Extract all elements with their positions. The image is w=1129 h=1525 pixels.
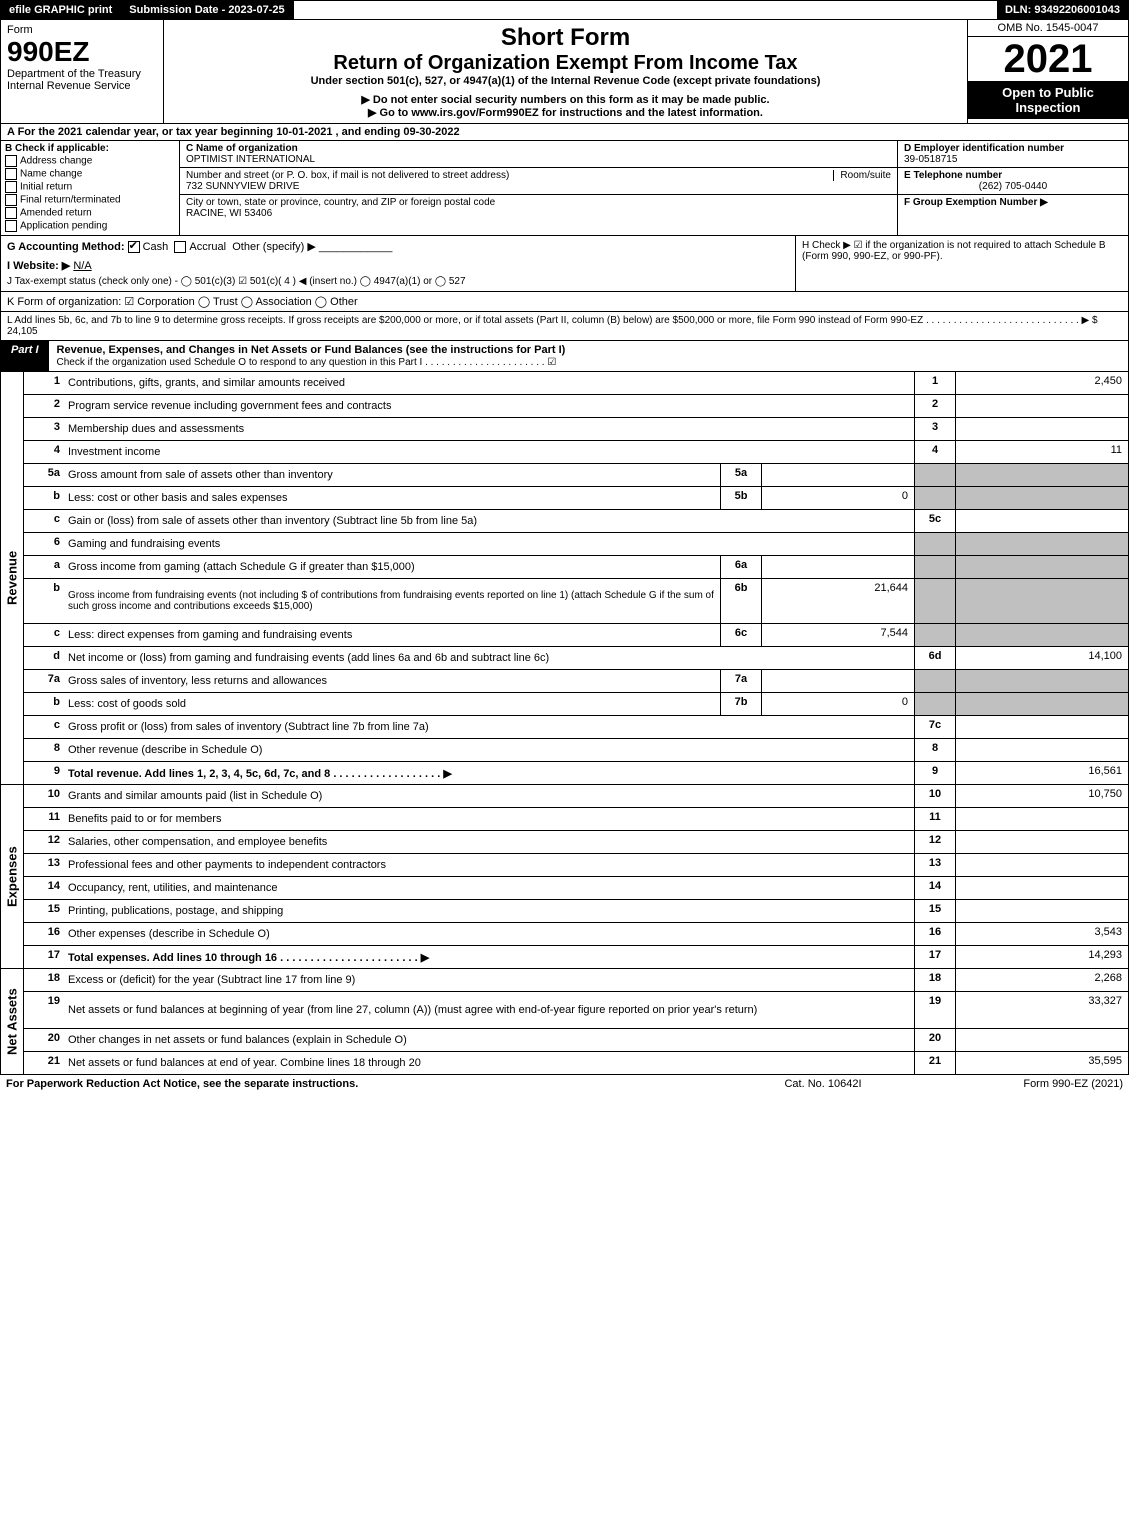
entity-block: B Check if applicable: Address change Na… [0,141,1129,236]
i-website-label: I Website: ▶ [7,260,70,272]
dln: DLN: 93492206001043 [997,1,1128,19]
revenue-lines: 1Contributions, gifts, grants, and simil… [24,372,1128,784]
cb-initial-return[interactable]: Initial return [5,181,175,193]
col-def: D Employer identification number 39-0518… [897,141,1128,235]
b-label: B Check if applicable: [5,143,175,154]
header-left: Form 990EZ Department of the Treasury In… [1,20,164,123]
line-6d: dNet income or (loss) from gaming and fu… [24,647,1128,670]
k-form-org: K Form of organization: ☑ Corporation ◯ … [0,292,1129,312]
org-name: OPTIMIST INTERNATIONAL [186,154,315,165]
open-to-public: Open to Public Inspection [968,81,1128,119]
line-20: 20Other changes in net assets or fund ba… [24,1029,1128,1052]
expenses-section: Expenses 10Grants and similar amounts pa… [0,785,1129,969]
d-ein: D Employer identification number 39-0518… [898,141,1128,168]
line-3: 3Membership dues and assessments3 [24,418,1128,441]
line-6b: bGross income from fundraising events (n… [24,579,1128,624]
dept-treasury: Department of the Treasury [7,68,157,80]
cb-application-pending[interactable]: Application pending [5,220,175,232]
line-4: 4Investment income411 [24,441,1128,464]
subtitle-3: ▶ Go to www.irs.gov/Form990EZ for instru… [172,106,959,119]
header-center: Short Form Return of Organization Exempt… [164,20,967,123]
f-group: F Group Exemption Number ▶ [898,195,1128,210]
form-number: 990EZ [7,36,157,68]
line-14: 14Occupancy, rent, utilities, and mainte… [24,877,1128,900]
dept-irs: Internal Revenue Service [7,80,157,92]
side-revenue: Revenue [1,372,24,784]
line-11: 11Benefits paid to or for members11 [24,808,1128,831]
phone-value: (262) 705-0440 [904,181,1122,192]
subtitle-1: Under section 501(c), 527, or 4947(a)(1)… [172,75,959,87]
netassets-section: Net Assets 18Excess or (deficit) for the… [0,969,1129,1075]
org-city: RACINE, WI 53406 [186,208,272,219]
row-a: A For the 2021 calendar year, or tax yea… [0,124,1129,141]
netassets-lines: 18Excess or (deficit) for the year (Subt… [24,969,1128,1074]
omb-number: OMB No. 1545-0047 [968,20,1128,37]
main-title: Return of Organization Exempt From Incom… [172,52,959,75]
form-header: Form 990EZ Department of the Treasury In… [0,20,1129,124]
line-7c: cGross profit or (loss) from sales of in… [24,716,1128,739]
line-1: 1Contributions, gifts, grants, and simil… [24,372,1128,395]
line-10: 10Grants and similar amounts paid (list … [24,785,1128,808]
footer-cat: Cat. No. 10642I [723,1078,923,1090]
c-city: City or town, state or province, country… [180,195,897,221]
line-12: 12Salaries, other compensation, and empl… [24,831,1128,854]
efile-label[interactable]: efile GRAPHIC print [1,1,121,19]
topbar: efile GRAPHIC print Submission Date - 20… [0,0,1129,20]
footer-formid: Form 990-EZ (2021) [923,1078,1123,1090]
line-18: 18Excess or (deficit) for the year (Subt… [24,969,1128,992]
line-7a: 7aGross sales of inventory, less returns… [24,670,1128,693]
line-6a: aGross income from gaming (attach Schedu… [24,556,1128,579]
g-accounting: G Accounting Method: Cash Accrual Other … [1,236,795,291]
cb-accrual[interactable] [174,241,186,253]
cb-cash[interactable] [128,241,140,253]
cb-amended[interactable]: Amended return [5,207,175,219]
j-tax-exempt: J Tax-exempt status (check only one) - ◯… [7,276,789,287]
expenses-lines: 10Grants and similar amounts paid (list … [24,785,1128,968]
c-street: Number and street (or P. O. box, if mail… [180,168,897,195]
line-7b: bLess: cost of goods sold7b0 [24,693,1128,716]
tax-year: 2021 [968,37,1128,81]
header-right: OMB No. 1545-0047 2021 Open to Public In… [967,20,1128,123]
org-street: 732 SUNNYVIEW DRIVE [186,181,299,192]
c-name: C Name of organization OPTIMIST INTERNAT… [180,141,897,168]
line-17: 17Total expenses. Add lines 10 through 1… [24,946,1128,968]
ein-value: 39-0518715 [904,154,957,165]
line-21: 21Net assets or fund balances at end of … [24,1052,1128,1074]
row-gh: G Accounting Method: Cash Accrual Other … [0,236,1129,292]
side-netassets: Net Assets [1,969,24,1074]
website-value: N/A [73,260,91,272]
line-5c: cGain or (loss) from sale of assets othe… [24,510,1128,533]
revenue-section: Revenue 1Contributions, gifts, grants, a… [0,372,1129,785]
form-label: Form [7,24,157,36]
line-13: 13Professional fees and other payments t… [24,854,1128,877]
line-9: 9Total revenue. Add lines 1, 2, 3, 4, 5c… [24,762,1128,784]
col-b: B Check if applicable: Address change Na… [1,141,180,235]
e-phone: E Telephone number (262) 705-0440 [898,168,1128,195]
line-5a: 5aGross amount from sale of assets other… [24,464,1128,487]
l-gross-receipts: L Add lines 5b, 6c, and 7b to line 9 to … [0,312,1129,341]
line-2: 2Program service revenue including gover… [24,395,1128,418]
cb-name-change[interactable]: Name change [5,168,175,180]
line-16: 16Other expenses (describe in Schedule O… [24,923,1128,946]
page-footer: For Paperwork Reduction Act Notice, see … [0,1075,1129,1093]
line-15: 15Printing, publications, postage, and s… [24,900,1128,923]
part1-header: Part I Revenue, Expenses, and Changes in… [0,341,1129,372]
line-6c: cLess: direct expenses from gaming and f… [24,624,1128,647]
line-5b: bLess: cost or other basis and sales exp… [24,487,1128,510]
cb-address-change[interactable]: Address change [5,155,175,167]
part1-label: Part I [1,341,49,371]
line-8: 8Other revenue (describe in Schedule O)8 [24,739,1128,762]
part1-title: Revenue, Expenses, and Changes in Net As… [49,341,1128,371]
submission-date: Submission Date - 2023-07-25 [121,1,293,19]
col-c: C Name of organization OPTIMIST INTERNAT… [180,141,897,235]
short-form-title: Short Form [172,24,959,52]
cb-final-return[interactable]: Final return/terminated [5,194,175,206]
line-6: 6Gaming and fundraising events [24,533,1128,556]
footer-left: For Paperwork Reduction Act Notice, see … [6,1078,723,1090]
line-19: 19Net assets or fund balances at beginni… [24,992,1128,1029]
h-schedule-b: H Check ▶ ☑ if the organization is not r… [795,236,1128,291]
side-expenses: Expenses [1,785,24,968]
subtitle-2: ▶ Do not enter social security numbers o… [172,93,959,106]
